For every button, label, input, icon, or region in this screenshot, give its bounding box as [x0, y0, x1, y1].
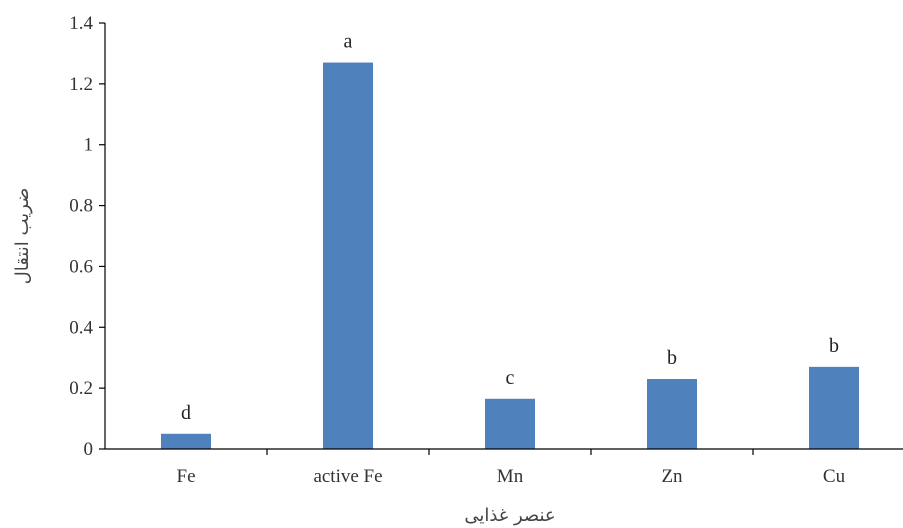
- y-tick-label: 1.4: [69, 13, 93, 34]
- y-tick-label: 0.8: [69, 196, 93, 217]
- bar: [647, 379, 697, 449]
- bar: [809, 366, 859, 449]
- x-tick-label: active Fe: [313, 466, 382, 487]
- y-tick-label: 1: [84, 135, 94, 156]
- y-axis-ticks: 0 0.2 0.4 0.6 0.8 1 1.2 1.4: [69, 13, 105, 460]
- bar: [323, 62, 373, 450]
- data-label: b: [667, 347, 677, 369]
- x-axis-ticks: Fe active Fe Mn Zn Cu: [177, 449, 846, 487]
- data-label: b: [829, 335, 839, 357]
- bar: [161, 433, 211, 449]
- y-tick-label: 0.2: [69, 378, 93, 399]
- data-label: c: [506, 367, 515, 389]
- y-tick-label: 0.6: [69, 256, 93, 277]
- x-tick-label: Fe: [177, 466, 196, 487]
- y-tick-label: 1.2: [69, 74, 93, 95]
- x-tick-label: Zn: [661, 466, 683, 487]
- y-tick-label: 0.4: [69, 317, 93, 338]
- x-tick-label: Mn: [497, 466, 524, 487]
- bar: [485, 398, 535, 449]
- y-axis-title: ضریب انتقال: [12, 188, 33, 285]
- y-tick-label: 0: [84, 439, 94, 460]
- bars: d a c b b: [161, 31, 859, 450]
- x-axis-title: عنصر غذایی: [464, 505, 555, 526]
- data-label: a: [344, 31, 353, 53]
- x-tick-label: Cu: [823, 466, 846, 487]
- data-label: d: [181, 402, 191, 424]
